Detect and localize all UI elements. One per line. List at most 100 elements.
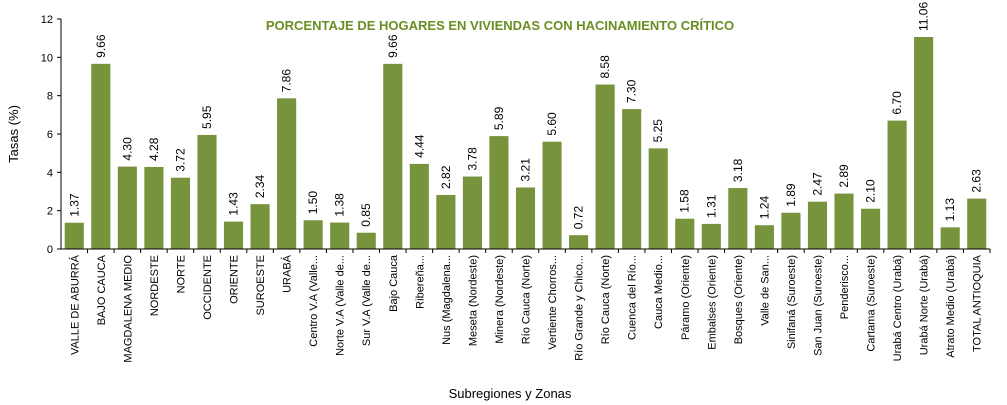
data-label: 1.31 bbox=[704, 194, 718, 218]
x-tick-label: VALLE DE ABURRÁ bbox=[68, 254, 81, 355]
x-tick-label: Vertiente Chorros... bbox=[547, 255, 559, 350]
data-label: 5.60 bbox=[545, 112, 559, 136]
data-label: 2.34 bbox=[253, 174, 267, 198]
bar bbox=[462, 176, 482, 249]
data-label: 1.58 bbox=[678, 189, 692, 213]
bar bbox=[383, 63, 403, 249]
data-label: 9.66 bbox=[94, 34, 108, 58]
data-label: 1.24 bbox=[757, 196, 771, 220]
x-tick-label: Bosques (Oriente) bbox=[733, 255, 745, 344]
x-tick-label: Ribereña... bbox=[414, 255, 426, 309]
data-label: 11.06 bbox=[917, 2, 931, 31]
x-tick-label: Nus (Magdalena... bbox=[441, 255, 453, 345]
bar bbox=[170, 177, 190, 249]
data-label: 5.25 bbox=[651, 119, 665, 143]
data-label: 3.72 bbox=[173, 148, 187, 172]
data-label: 7.86 bbox=[280, 69, 294, 93]
x-tick-label: Páramo (Oriente) bbox=[680, 255, 692, 340]
bar bbox=[542, 141, 562, 249]
bar bbox=[940, 227, 960, 249]
bar bbox=[436, 194, 456, 249]
data-label: 2.89 bbox=[837, 164, 851, 188]
x-tick-label: BAJO CAUCA bbox=[96, 254, 108, 325]
x-axis: VALLE DE ABURRÁ BAJO CAUCA MAGDALENA MEDIO… bbox=[68, 249, 991, 363]
x-tick-label: Embalses (Oriente) bbox=[706, 255, 718, 350]
x-tick-label: URABÁ bbox=[281, 254, 294, 293]
data-label: 4.30 bbox=[120, 137, 134, 161]
bar bbox=[754, 225, 774, 249]
x-tick-label: Meseta (Nordeste) bbox=[467, 255, 479, 346]
data-label: 6.70 bbox=[890, 91, 904, 115]
data-label: 2.63 bbox=[970, 169, 984, 193]
bar bbox=[117, 166, 137, 249]
y-tick-label: 10 bbox=[41, 52, 53, 64]
bar bbox=[675, 218, 695, 249]
bars-group bbox=[64, 37, 987, 250]
x-tick-label: Norte V.A (Valle de... bbox=[335, 255, 347, 356]
bar bbox=[807, 201, 828, 249]
data-label: 1.89 bbox=[784, 183, 798, 207]
x-tick-label: SUROESTE bbox=[255, 255, 267, 316]
x-tick-label: OCCIDENTE bbox=[202, 255, 214, 320]
x-tick-label: NORTE bbox=[175, 255, 187, 293]
data-label: 3.21 bbox=[519, 158, 533, 182]
x-tick-label: Atrato Medio (Urabá) bbox=[945, 255, 957, 358]
x-tick-label: Río Grande y Chico... bbox=[574, 255, 586, 361]
data-label: 1.43 bbox=[227, 192, 241, 216]
x-tick-label: TOTAL ANTIOQUIA bbox=[972, 254, 984, 352]
x-tick-label: Cauca Medio... bbox=[653, 255, 665, 329]
x-tick-label: NORDESTE bbox=[149, 255, 161, 316]
y-tick-label: 2 bbox=[47, 206, 53, 218]
bar bbox=[250, 204, 270, 249]
chart-title: PORCENTAJE DE HOGARES EN VIVIENDAS CON H… bbox=[266, 18, 734, 33]
bar bbox=[887, 120, 907, 249]
y-axis: 0 2 4 6 8 10 12 bbox=[41, 14, 61, 256]
y-tick-label: 4 bbox=[47, 167, 53, 179]
bar bbox=[728, 188, 748, 249]
bar bbox=[967, 198, 987, 249]
x-tick-label: Río Cauca (Norte) bbox=[521, 255, 533, 344]
x-tick-label: Urabá Norte (Urabá) bbox=[919, 255, 931, 355]
data-label: 0.85 bbox=[359, 203, 373, 227]
x-tick-label: Urabá Centro (Urabá) bbox=[892, 255, 904, 361]
bar bbox=[330, 222, 350, 249]
x-tick-label: Minera (Nordeste) bbox=[494, 255, 506, 344]
bar bbox=[64, 222, 84, 249]
data-label: 4.44 bbox=[412, 134, 426, 158]
bar bbox=[303, 220, 323, 249]
x-tick-label: ORIENTE bbox=[229, 255, 241, 304]
x-axis-title: Subregiones y Zonas bbox=[449, 386, 572, 401]
y-tick-label: 12 bbox=[41, 14, 53, 26]
bar bbox=[648, 148, 668, 249]
x-tick-label: Bajo Cauca bbox=[388, 254, 400, 312]
data-labels-group: 1.37 9.66 4.30 4.28 3.72 5.95 1.43 2.34 7.86 1.50… bbox=[67, 2, 983, 230]
data-label: 5.95 bbox=[200, 105, 214, 129]
y-axis-title: Tasas (%) bbox=[6, 105, 21, 163]
bar bbox=[356, 232, 376, 249]
bar bbox=[781, 212, 801, 249]
bar bbox=[569, 235, 589, 249]
data-label: 1.50 bbox=[306, 191, 320, 215]
x-tick-label: Valle de San... bbox=[759, 255, 771, 326]
x-tick-label: Cuenca del Río... bbox=[627, 255, 639, 340]
data-label: 1.38 bbox=[333, 193, 347, 217]
x-tick-label: MAGDALENA MEDIO bbox=[122, 255, 134, 363]
bar bbox=[861, 208, 881, 249]
y-tick-label: 6 bbox=[47, 129, 53, 141]
x-tick-label: Río Cauca (Norte) bbox=[600, 255, 612, 344]
bar bbox=[489, 136, 509, 249]
y-tick-label: 0 bbox=[47, 244, 53, 256]
data-label: 9.66 bbox=[386, 34, 400, 58]
data-label: 2.82 bbox=[439, 165, 453, 189]
data-label: 8.58 bbox=[598, 55, 612, 79]
bar bbox=[197, 134, 217, 249]
x-tick-label: Sur V.A (Valle de... bbox=[361, 255, 373, 346]
data-label: 3.18 bbox=[731, 158, 745, 182]
bar bbox=[595, 84, 615, 249]
data-label: 1.37 bbox=[67, 193, 81, 217]
bar bbox=[914, 37, 934, 250]
data-label: 2.10 bbox=[864, 179, 878, 203]
bar bbox=[144, 166, 164, 249]
bar bbox=[409, 163, 429, 249]
